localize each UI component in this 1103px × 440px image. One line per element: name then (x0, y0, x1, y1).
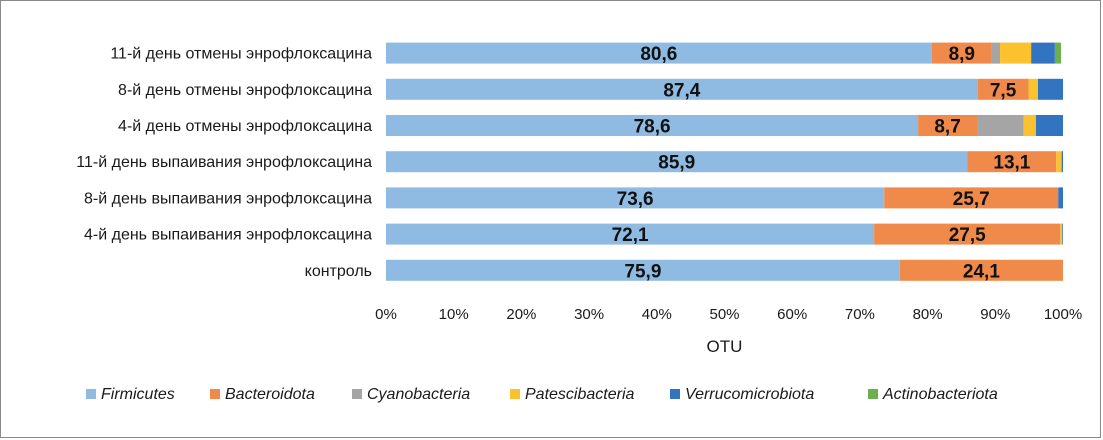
x-tick-label: 30% (574, 306, 604, 323)
data-label: 80,6 (640, 44, 677, 65)
legend-swatch (510, 389, 520, 399)
bar-segment-firmicutes (386, 223, 875, 245)
x-tick-label: 60% (777, 306, 807, 323)
legend-label: Cyanobacteria (367, 386, 470, 403)
x-tick-label: 10% (439, 306, 469, 323)
data-label: 13,1 (993, 153, 1030, 174)
bar-segment-bacteroidota (899, 259, 1063, 281)
legend-label: Patescibacteria (525, 386, 634, 403)
data-label: 25,7 (953, 189, 990, 210)
bar-segment-verrucomicrobiota (1035, 115, 1063, 136)
x-axis-title: OTU (707, 337, 743, 356)
category-label: 8-й день отмены энрофлоксацина (118, 82, 372, 99)
x-tick-label: 50% (709, 306, 739, 323)
bar-segment-actinobacteriota (1054, 42, 1061, 64)
bar-segment-bacteroidota (931, 42, 992, 64)
bar-segment-patescibacteria (1060, 223, 1063, 245)
bar-segment-firmicutes (386, 187, 885, 209)
legend-swatch (352, 389, 362, 399)
category-label: 8-й день выпаивания энрофлоксацина (84, 190, 372, 207)
category-label: 11-й день выпаивания энрофлоксацина (76, 154, 372, 171)
category-label: 4-й день отмены энрофлоксацина (118, 118, 372, 135)
bar-segment-cyanobacteria (977, 115, 1024, 136)
bar-segment-verrucomicrobiota (1037, 78, 1063, 100)
bar-segment-firmicutes (386, 115, 919, 136)
data-label: 8,9 (949, 44, 975, 65)
x-tick-label: 80% (913, 306, 943, 323)
data-label: 78,6 (634, 117, 671, 138)
data-label: 87,4 (663, 80, 700, 101)
bar-segment-patescibacteria (1000, 42, 1032, 64)
data-label: 7,5 (990, 80, 1017, 101)
data-label: 8,7 (934, 117, 960, 138)
bar-segment-bacteroidota (874, 223, 1061, 245)
data-label: 27,5 (949, 225, 986, 246)
data-label: 72,1 (612, 225, 649, 246)
category-label: 11-й день отмены энрофлоксацина (110, 46, 372, 63)
bar-segment-verrucomicrobiota (1061, 151, 1063, 173)
bar-segment-bacteroidota (967, 151, 1057, 173)
bar-segment-patescibacteria (1056, 151, 1062, 173)
x-tick-label: 40% (642, 306, 672, 323)
data-label: 24,1 (963, 261, 1000, 282)
bar-segment-patescibacteria (1023, 115, 1036, 136)
x-tick-label: 100% (1044, 306, 1082, 323)
x-tick-label: 90% (980, 306, 1010, 323)
legend-swatch (86, 389, 96, 399)
data-label: 73,6 (617, 189, 654, 210)
legend-swatch (210, 389, 220, 399)
bar-segment-firmicutes (386, 151, 968, 173)
legend-label: Firmicutes (101, 386, 175, 403)
legend-label: Bacteroidota (225, 386, 315, 403)
bar-segment-verrucomicrobiota (1058, 187, 1063, 209)
bar-segment-firmicutes (386, 259, 900, 281)
bar-segment-firmicutes (386, 78, 978, 100)
category-label: контроль (305, 263, 372, 280)
bar-segment-cyanobacteria (991, 42, 1001, 64)
category-label: 4-й день выпаивания энрофлоксацина (84, 227, 372, 244)
bar-segment-firmicutes (386, 42, 932, 64)
bar-segment-bacteroidota (918, 115, 978, 136)
data-label: 75,9 (624, 261, 661, 282)
legend-swatch (868, 389, 878, 399)
bar-segment-patescibacteria (1028, 78, 1038, 100)
x-tick-label: 20% (506, 306, 536, 323)
bar-segment-bacteroidota (977, 78, 1029, 100)
legend-label: Actinobacteriota (882, 386, 998, 403)
bar-segment-verrucomicrobiota (1031, 42, 1055, 64)
bar-segment-verrucomicrobiota (1062, 223, 1063, 245)
bar-segment-bacteroidota (884, 187, 1059, 209)
x-tick-label: 70% (845, 306, 875, 323)
x-tick-label: 0% (375, 306, 397, 323)
legend-swatch (670, 389, 680, 399)
legend-label: Verrucomicrobiota (685, 386, 814, 403)
data-label: 85,9 (658, 153, 695, 174)
